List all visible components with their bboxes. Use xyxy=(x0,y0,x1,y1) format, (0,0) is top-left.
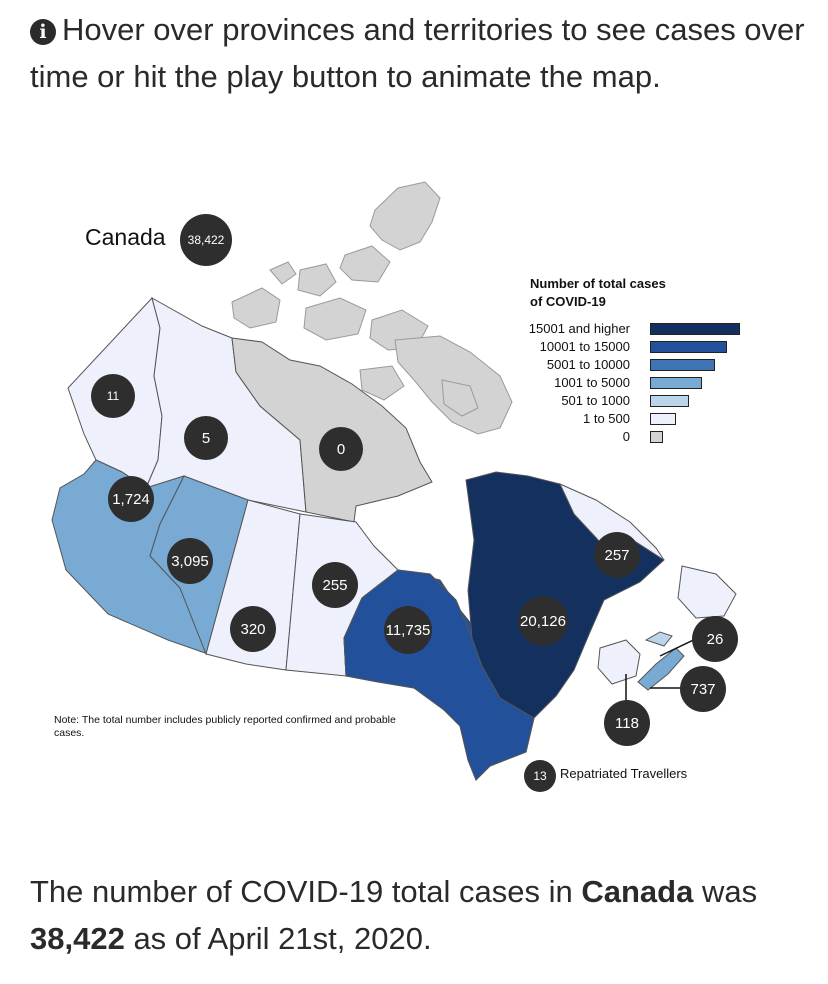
region-bubble-manitoba[interactable]: 255 xyxy=(312,562,358,608)
summary-text: The number of COVID-19 total cases in Ca… xyxy=(30,868,810,962)
legend-swatch xyxy=(650,377,702,389)
region-newfoundland-labrador[interactable] xyxy=(558,483,665,561)
region-bubble-alberta[interactable]: 3,095 xyxy=(167,538,213,584)
region-bubble-new-brunswick[interactable]: 118 xyxy=(604,700,650,746)
summary-suffix: as of April 21st, 2020. xyxy=(124,921,432,956)
region-bubble-repatriated-travellers[interactable]: 13 xyxy=(524,760,556,792)
intro-text: Hover over provinces and territories to … xyxy=(30,12,805,94)
legend-item: 5001 to 10000 xyxy=(470,356,740,374)
legend-item-label: 501 to 1000 xyxy=(561,393,630,408)
legend-item-label: 10001 to 15000 xyxy=(539,339,630,354)
legend-item: 10001 to 15000 xyxy=(470,338,740,356)
legend-item-label: 15001 and higher xyxy=(528,321,630,336)
region-bubble-saskatchewan[interactable]: 320 xyxy=(230,606,276,652)
legend-swatch xyxy=(650,341,727,353)
legend-title-line2: of COVID-19 xyxy=(530,294,606,309)
legend-item-label: 1001 to 5000 xyxy=(554,375,630,390)
legend-swatch xyxy=(650,323,740,335)
region-bubble-nova-scotia[interactable]: 737 xyxy=(680,666,726,712)
canada-map: Canada 38,422 Number of total cases of C… xyxy=(0,170,828,810)
summary-total: 38,422 xyxy=(30,921,125,956)
map-note: Note: The total number includes publicly… xyxy=(54,714,396,739)
summary-prefix: The number of COVID-19 total cases in xyxy=(30,874,582,909)
legend-swatch xyxy=(650,431,663,443)
region-bubble-northwest-territories[interactable]: 5 xyxy=(184,416,228,460)
legend-item: 1001 to 5000 xyxy=(470,374,740,392)
legend-item: 15001 and higher xyxy=(470,320,740,338)
intro-text-block: i Hover over provinces and territories to… xyxy=(30,6,810,100)
legend-item: 501 to 1000 xyxy=(470,392,740,410)
region-bubble-ontario[interactable]: 11,735 xyxy=(384,606,432,654)
region-bubble-nunavut[interactable]: 0 xyxy=(319,427,363,471)
region-new-brunswick[interactable] xyxy=(597,639,641,685)
summary-middle: was xyxy=(693,874,758,909)
legend-item: 0 xyxy=(470,428,740,446)
region-bubble-british-columbia[interactable]: 1,724 xyxy=(108,476,154,522)
legend-title-line1: Number of total cases xyxy=(530,276,666,291)
canada-label: Canada xyxy=(85,224,166,250)
legend-swatch xyxy=(650,359,715,371)
region-nova-scotia[interactable] xyxy=(637,647,685,691)
region-bubble-prince-edward-island[interactable]: 26 xyxy=(692,616,738,662)
info-circle-icon: i xyxy=(30,19,56,45)
legend-swatch xyxy=(650,395,689,407)
legend-item-label: 0 xyxy=(622,429,630,444)
region-bubble-newfoundland-labrador[interactable]: 257 xyxy=(594,532,640,578)
region-quebec[interactable] xyxy=(465,471,665,719)
region-newfoundland-island[interactable] xyxy=(677,565,737,619)
region-bubble-yukon[interactable]: 11 xyxy=(91,374,135,418)
region-saskatchewan[interactable] xyxy=(205,499,301,671)
repatriated-travellers-label: Repatriated Travellers xyxy=(560,766,688,781)
legend-item: 1 to 500 xyxy=(470,410,740,428)
region-bubble-quebec[interactable]: 20,126 xyxy=(518,596,568,646)
legend-swatch xyxy=(650,413,676,425)
region-prince-edward-island[interactable] xyxy=(644,631,673,647)
arctic-islands xyxy=(231,181,513,435)
legend-title: Number of total cases of COVID-19 xyxy=(530,275,730,311)
legend-item-label: 1 to 500 xyxy=(583,411,630,426)
legend-item-label: 5001 to 10000 xyxy=(546,357,630,372)
canada-total-bubble: 38,422 xyxy=(180,214,232,266)
summary-place: Canada xyxy=(581,874,694,909)
